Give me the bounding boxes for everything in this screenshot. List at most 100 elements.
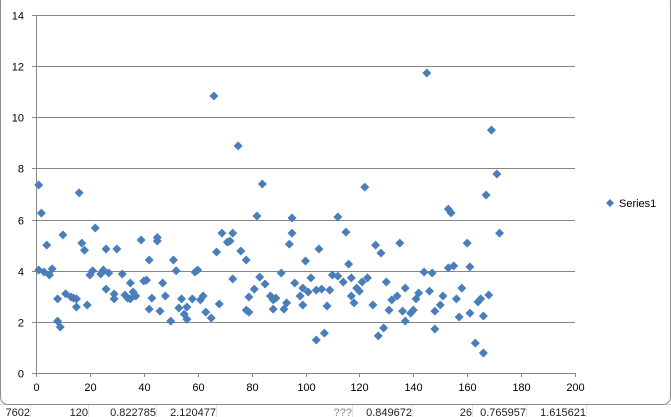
data-point bbox=[314, 244, 324, 254]
data-point bbox=[301, 256, 310, 266]
y-axis-ticks: 0 2 4 6 8 10 12 14 bbox=[12, 11, 36, 381]
data-point bbox=[198, 291, 208, 301]
data-point bbox=[90, 223, 100, 233]
data-point bbox=[303, 287, 313, 297]
data-point bbox=[451, 294, 461, 304]
data-point bbox=[58, 230, 68, 240]
data-point bbox=[171, 266, 181, 276]
data-point bbox=[457, 283, 467, 293]
y-tick-label: 14 bbox=[12, 11, 24, 23]
data-point bbox=[109, 289, 119, 299]
data-point bbox=[306, 273, 316, 283]
data-point bbox=[427, 268, 437, 278]
data-point bbox=[257, 179, 267, 189]
data-point bbox=[492, 169, 502, 179]
data-point bbox=[476, 294, 486, 304]
cell: 1.615621 bbox=[528, 405, 587, 417]
cell: 0.849672 bbox=[354, 405, 413, 417]
y-tick-label: 8 bbox=[18, 164, 24, 176]
y-tick-label: 10 bbox=[12, 113, 24, 125]
data-point bbox=[282, 298, 292, 308]
x-tick-label: 60 bbox=[192, 382, 204, 394]
data-point bbox=[144, 304, 154, 314]
data-point bbox=[462, 238, 472, 248]
data-point bbox=[481, 190, 491, 200]
data-point bbox=[430, 324, 440, 334]
data-point bbox=[346, 273, 356, 283]
data-point bbox=[325, 285, 335, 295]
x-tick-label: 120 bbox=[350, 382, 368, 394]
x-tick-label: 100 bbox=[297, 382, 315, 394]
data-point bbox=[241, 255, 251, 265]
data-point bbox=[80, 245, 90, 255]
data-point bbox=[166, 316, 176, 326]
data-point bbox=[53, 294, 63, 304]
cell: 120 bbox=[60, 405, 89, 417]
data-point bbox=[424, 286, 434, 296]
data-point bbox=[168, 255, 178, 265]
data-point bbox=[42, 240, 52, 250]
x-axis-ticks: 0 20 40 60 80 100 120 140 160 180 200 bbox=[33, 373, 585, 394]
cell: 2.120477 bbox=[158, 405, 217, 417]
data-point bbox=[193, 265, 203, 275]
data-point bbox=[333, 212, 343, 222]
x-tick-label: 20 bbox=[84, 382, 96, 394]
series1-points bbox=[34, 68, 505, 358]
data-point bbox=[155, 306, 165, 316]
x-tick-label: 200 bbox=[566, 382, 584, 394]
data-point bbox=[147, 293, 157, 303]
data-point bbox=[398, 306, 408, 316]
data-point bbox=[201, 307, 211, 317]
data-point bbox=[71, 302, 81, 312]
data-point bbox=[387, 295, 397, 305]
data-point bbox=[376, 248, 386, 258]
data-point bbox=[379, 323, 389, 333]
data-point bbox=[228, 228, 238, 238]
data-point bbox=[260, 279, 270, 289]
data-point bbox=[287, 228, 297, 238]
data-point bbox=[34, 180, 44, 190]
data-point bbox=[438, 291, 448, 301]
x-tick-label: 80 bbox=[246, 382, 258, 394]
data-point bbox=[104, 268, 114, 278]
data-point bbox=[152, 232, 162, 242]
data-point bbox=[233, 141, 243, 151]
data-point bbox=[141, 275, 151, 285]
data-point bbox=[77, 238, 87, 248]
data-point bbox=[395, 238, 405, 248]
data-point bbox=[400, 283, 410, 293]
data-point bbox=[112, 244, 122, 254]
x-tick-label: 40 bbox=[138, 382, 150, 394]
cell: 7602 bbox=[0, 405, 31, 417]
data-point bbox=[422, 68, 432, 78]
data-point bbox=[71, 294, 81, 304]
data-point bbox=[182, 302, 192, 312]
data-point bbox=[252, 211, 262, 221]
data-point bbox=[209, 91, 219, 101]
data-point bbox=[454, 312, 464, 322]
data-point bbox=[255, 272, 265, 282]
data-point bbox=[271, 293, 281, 303]
data-point bbox=[470, 338, 480, 348]
y-tick-label: 0 bbox=[18, 369, 24, 381]
data-point bbox=[381, 277, 391, 287]
data-point bbox=[486, 125, 496, 135]
cell: 0.765957 bbox=[474, 405, 527, 417]
data-point bbox=[295, 291, 305, 301]
data-point bbox=[362, 273, 372, 283]
data-point bbox=[174, 303, 184, 313]
data-point bbox=[298, 300, 308, 310]
spreadsheet-row-behind: 7602 120 0.822785 2.120477 ??? 0.849672 … bbox=[0, 404, 671, 417]
y-tick-label: 6 bbox=[18, 216, 24, 228]
legend-marker bbox=[606, 199, 614, 207]
data-point bbox=[319, 328, 329, 338]
data-point bbox=[74, 188, 84, 198]
data-point bbox=[373, 331, 383, 341]
data-point bbox=[384, 305, 394, 315]
data-point bbox=[160, 291, 170, 301]
data-point bbox=[212, 247, 222, 257]
data-point bbox=[322, 301, 332, 311]
data-point bbox=[414, 288, 424, 298]
data-point bbox=[47, 264, 57, 274]
